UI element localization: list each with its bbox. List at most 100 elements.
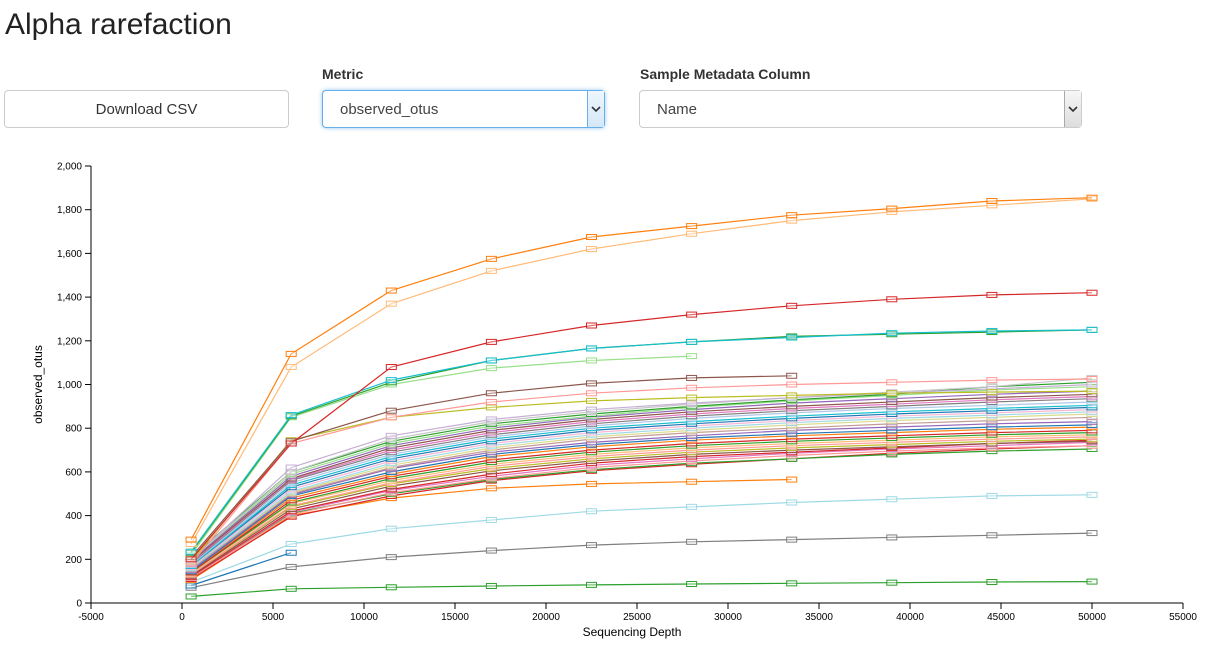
y-tick-label: 0 [76, 599, 82, 610]
data-point [385, 287, 397, 294]
data-point [385, 300, 397, 307]
data-point [285, 464, 297, 471]
x-axis-label: Sequencing Depth [583, 625, 682, 639]
data-point [485, 547, 497, 554]
series-line [190, 401, 1093, 566]
data-point [185, 548, 197, 555]
x-tick-label: -5000 [78, 612, 104, 623]
y-tick-label: 1,200 [57, 336, 82, 347]
data-point [586, 390, 597, 397]
data-point [686, 353, 698, 360]
y-tick-label: 1,600 [57, 249, 82, 260]
series-line [190, 445, 1093, 580]
data-point [786, 580, 798, 587]
y-tick-label: 1,400 [57, 293, 82, 304]
data-point [485, 485, 497, 492]
data-point [986, 385, 998, 392]
rarefaction-chart: -5000 0 5000 10000 15000 20000 25000 30000 35000… [31, 162, 1197, 640]
data-point [385, 407, 397, 414]
data-point [886, 205, 898, 212]
data-point [185, 582, 197, 589]
data-point [586, 542, 597, 549]
data-point [385, 468, 397, 475]
data-point [1086, 418, 1098, 425]
x-tick-label: 5000 [262, 612, 285, 623]
data-point [886, 330, 898, 337]
series-line [190, 378, 1093, 565]
data-point [586, 508, 597, 515]
data-point [485, 398, 497, 405]
data-point [986, 579, 998, 586]
series-line [190, 416, 1093, 570]
data-point [1086, 326, 1098, 333]
data-point [686, 538, 698, 545]
data-point [385, 554, 397, 561]
data-point [586, 345, 597, 352]
data-point [786, 334, 798, 341]
metric-label: Metric [322, 66, 364, 82]
y-tick-label: 2,000 [57, 162, 82, 173]
data-point [686, 503, 698, 510]
series-line [190, 390, 1093, 561]
data-point [185, 593, 197, 600]
data-point [586, 380, 597, 387]
series-line [190, 292, 1093, 560]
data-point [986, 197, 998, 204]
data-point [385, 525, 397, 532]
data-point [986, 532, 998, 539]
series-line [190, 424, 1093, 572]
series-line [190, 552, 292, 587]
chevron-down-icon[interactable] [587, 91, 604, 127]
x-tick-label: 25000 [623, 612, 651, 623]
series-line [190, 441, 1093, 578]
series-line [190, 390, 1093, 562]
data-point [385, 364, 397, 371]
y-tick-label: 400 [65, 511, 82, 522]
series-line [190, 413, 1093, 569]
data-point [986, 424, 998, 431]
data-point [285, 364, 297, 371]
x-tick-label: 35000 [805, 612, 833, 623]
data-point [986, 389, 998, 396]
series-line [190, 383, 1093, 560]
y-tick-label: 1,000 [57, 380, 82, 391]
data-point [385, 414, 397, 421]
data-point [686, 223, 698, 230]
page-title: Alpha rarefaction [5, 8, 232, 41]
data-point [786, 536, 798, 543]
data-point [786, 212, 798, 219]
chevron-down-icon[interactable] [1064, 91, 1081, 127]
data-point [1086, 376, 1098, 383]
metadata-column-select[interactable]: Name [639, 90, 1082, 128]
data-point [886, 390, 898, 397]
data-point [485, 416, 497, 423]
data-point [485, 338, 497, 345]
data-point [1086, 530, 1098, 537]
series-line [190, 197, 1093, 540]
data-point [886, 427, 898, 434]
download-csv-button[interactable]: Download CSV [4, 90, 289, 128]
x-tick-label: 0 [179, 612, 185, 623]
data-point [285, 585, 297, 592]
y-axis-label: observed_otus [31, 345, 45, 424]
data-point [1086, 289, 1098, 296]
data-point [786, 372, 798, 379]
data-point [586, 357, 597, 364]
data-point [285, 440, 297, 447]
y-tick-label: 600 [65, 467, 82, 478]
series-line [190, 406, 1093, 567]
data-point [485, 255, 497, 262]
data-point [1086, 402, 1098, 409]
data-point [786, 392, 798, 399]
data-point [1086, 381, 1098, 388]
data-point [686, 374, 698, 381]
data-point [586, 581, 597, 588]
x-tick-label: 40000 [896, 612, 924, 623]
data-point [485, 390, 497, 397]
series-line [190, 426, 1093, 572]
metric-select[interactable]: observed_otus [322, 90, 605, 128]
data-point [385, 432, 397, 439]
data-point [1086, 578, 1098, 585]
data-point [686, 580, 698, 587]
series-line [191, 581, 1093, 597]
